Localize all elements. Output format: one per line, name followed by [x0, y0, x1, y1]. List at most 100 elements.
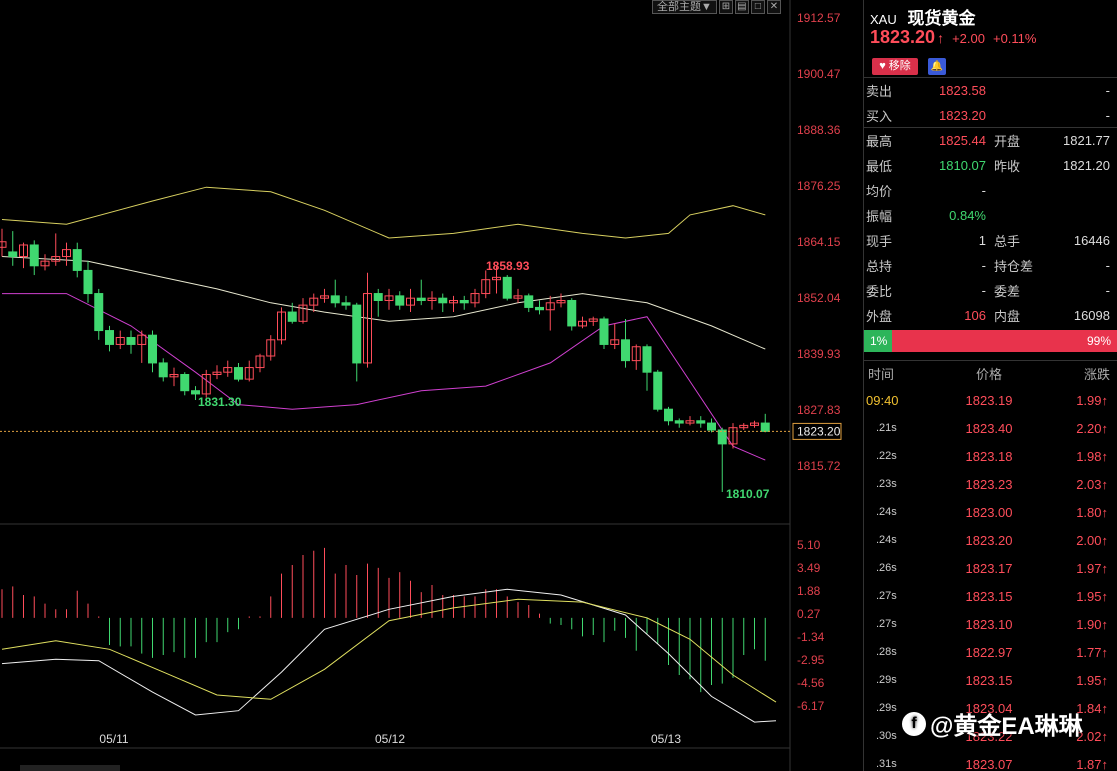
stat-value: 1825.44	[939, 133, 986, 148]
candle-body	[599, 318, 609, 345]
low-annotation: 1831.30	[198, 395, 242, 409]
chart-canvas[interactable]: 1912.57 1900.47 1888.36 1876.25 1864.15 1852.…	[0, 0, 863, 771]
candle-body	[244, 367, 254, 380]
stat-value: -	[1105, 83, 1110, 98]
tick-row: .26s 1823.17 1.97↑	[864, 554, 1117, 582]
candle-body	[51, 256, 61, 262]
candle-body	[83, 269, 93, 295]
macd-tick-label: 5.10	[797, 538, 821, 552]
macd-tick-label: -1.34	[797, 630, 825, 644]
candle-body	[717, 429, 727, 445]
remove-watchlist-button[interactable]: ♥ 移除	[872, 58, 918, 75]
candle-body	[545, 302, 555, 311]
sell-ratio: 99%	[892, 330, 1117, 352]
candle-body	[94, 293, 104, 332]
candle-body	[685, 420, 695, 424]
macd-tick-label: -4.56	[797, 676, 825, 690]
candle-body	[567, 299, 577, 327]
tick-change: 2.20↑	[1076, 420, 1108, 436]
macd-tick-label: 3.49	[797, 561, 821, 575]
candle-body	[588, 318, 598, 322]
candle-body	[0, 241, 7, 248]
theme-dropdown[interactable]: 全部主题▼	[652, 0, 717, 14]
tick-price: 1823.10	[965, 616, 1013, 632]
tick-row: .23s 1823.23 2.03↑	[864, 470, 1117, 498]
facebook-icon: f	[902, 711, 926, 736]
stat-label: 开盘	[994, 134, 1021, 149]
tick-time: .27s	[876, 618, 897, 630]
boll-mid-line	[1, 256, 766, 350]
candle-body	[169, 374, 179, 378]
stat-label: 最低	[866, 159, 893, 174]
price-tick-label: 1852.04	[797, 291, 841, 305]
candle-body	[459, 299, 469, 304]
tick-price: 1823.15	[965, 588, 1013, 604]
tick-change: 2.02↑	[1076, 728, 1108, 744]
tick-price: 1823.18	[965, 448, 1013, 464]
stat-value: 0.84%	[949, 208, 986, 223]
tick-time: .27s	[876, 590, 897, 602]
watermark-text: @黄金EA琳琳	[930, 713, 1083, 740]
tick-price: 1823.40	[965, 420, 1013, 436]
candle-body	[115, 336, 125, 345]
window-icon[interactable]: □	[750, 0, 765, 14]
candle-body	[642, 346, 652, 373]
up-arrow-icon: ↑	[937, 30, 945, 46]
macd-tick-label: -2.95	[797, 653, 825, 667]
price-tick-label: 1912.57	[797, 11, 841, 25]
candle-body	[180, 374, 190, 392]
current-price-box	[792, 422, 842, 440]
tick-time: .21s	[876, 422, 897, 434]
candle-body	[72, 249, 82, 271]
candle-body	[578, 320, 587, 327]
stat-row: 总持 - 持仓差 -	[864, 253, 1117, 278]
tick-list[interactable]: 09:40 1823.19 1.99↑ .21s 1823.40 2.20↑ .22s 182…	[864, 386, 1117, 771]
expand-icon[interactable]: ⊞	[718, 0, 733, 14]
tick-row: .29s 1823.15 1.95↑	[864, 666, 1117, 694]
candle-body	[481, 279, 491, 295]
date-tick-label: 05/11	[99, 732, 128, 746]
candle-body	[29, 244, 39, 267]
candle-body	[277, 311, 286, 341]
stat-label: 均价	[866, 184, 893, 199]
quote-panel: XAU 现货黄金 1823.20 ↑ +2.00 +0.11% ♥ 移除 🔔 卖…	[863, 0, 1117, 771]
candle-body	[363, 293, 372, 364]
last-price: 1823.20	[870, 27, 936, 47]
candle-body	[105, 330, 114, 345]
macd-tick-label: 0.27	[797, 607, 821, 621]
buy-ratio: 1%	[864, 330, 892, 352]
stat-value: 1821.77	[1063, 133, 1110, 148]
tick-row: .31s 1823.07 1.87↑	[864, 750, 1117, 771]
candlestick-chart[interactable]: 1912.57 1900.47 1888.36 1876.25 1864.15 1852.…	[0, 0, 863, 771]
price-change-pct: +0.11%	[992, 31, 1037, 46]
stat-value: 1823.20	[939, 107, 986, 123]
stat-label: 总手	[994, 234, 1021, 249]
tick-change: 2.03↑	[1076, 476, 1108, 492]
candle-body	[438, 297, 448, 304]
date-tick-label: 05/12	[375, 732, 405, 746]
date-tick-label: 05/13	[651, 732, 681, 746]
tick-row: .30s 1823.22 2.02↑	[864, 722, 1117, 750]
tick-price: 1823.00	[965, 504, 1013, 520]
candle-body	[126, 336, 136, 345]
bell-icon[interactable]: 🔔	[928, 58, 946, 75]
candle-body	[223, 367, 233, 373]
macd-tick-label: 1.88	[797, 584, 821, 598]
tick-time: .24s	[876, 534, 897, 546]
candle-body	[395, 295, 405, 306]
candle-body	[556, 299, 566, 304]
stat-value: 1	[978, 233, 986, 248]
tick-row: .21s 1823.40 2.20↑	[864, 414, 1117, 442]
close-icon[interactable]: ✕	[766, 0, 781, 14]
candle-body	[158, 362, 168, 378]
watermark: f @黄金EA琳琳	[902, 706, 1083, 741]
candle-body	[707, 422, 716, 431]
candle-body	[266, 339, 276, 357]
price-tick-label: 1839.93	[797, 347, 841, 361]
current-price-label: 1823.20	[797, 424, 841, 438]
tick-change: 1.80↑	[1076, 504, 1108, 520]
macd-dif-line	[1, 588, 777, 723]
tick-row: 09:40 1823.19 1.99↑	[864, 386, 1117, 414]
layout-icon[interactable]: ▤	[734, 0, 749, 14]
tick-price: 1823.15	[965, 672, 1013, 688]
